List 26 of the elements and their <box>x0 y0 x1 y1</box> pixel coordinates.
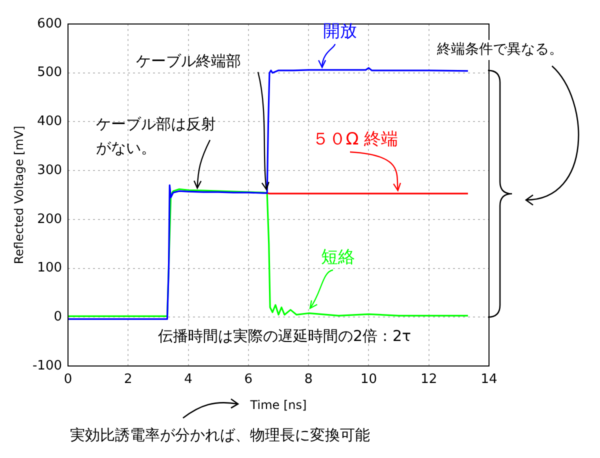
x-tick-label: 12 <box>420 372 438 388</box>
y-tick-label: -100 <box>32 358 62 374</box>
y-tick-label: 100 <box>37 260 62 276</box>
series-label: 開放 <box>323 21 357 42</box>
x-tick-label: 8 <box>304 372 313 388</box>
y-tick-label: 500 <box>37 65 62 80</box>
text: 実効比誘電率が分かれば、物理長に変換可能 <box>70 426 370 444</box>
y-tick-label: 300 <box>37 162 62 178</box>
y-tick-label: 200 <box>37 212 62 227</box>
text: 短絡 <box>321 247 355 268</box>
y-tick-label: 0 <box>54 310 62 325</box>
annotation: ケーブル終端部 <box>136 52 241 70</box>
x-tick-label: 6 <box>244 372 253 388</box>
x-tick-label: 10 <box>360 372 377 388</box>
annotation: ケーブル部は反射がない。 <box>96 114 216 157</box>
x-tick-label: 4 <box>184 372 192 388</box>
annotation: 終端条件で異なる。 <box>436 42 563 58</box>
x-axis-title: Time [ns] <box>249 398 307 412</box>
x-tick-label: 2 <box>124 372 132 388</box>
annotation: 伝播時間は実際の遅延時間の2倍：2τ <box>158 326 412 345</box>
y-axis-title: Reflected Voltage [mV] <box>12 126 26 264</box>
x-tick-label: 14 <box>480 372 498 388</box>
x-tick-label: 0 <box>64 372 72 388</box>
text: ５０Ω 終端 <box>312 129 398 150</box>
y-tick-label: 400 <box>37 114 62 130</box>
y-tick-label: 600 <box>37 16 62 32</box>
